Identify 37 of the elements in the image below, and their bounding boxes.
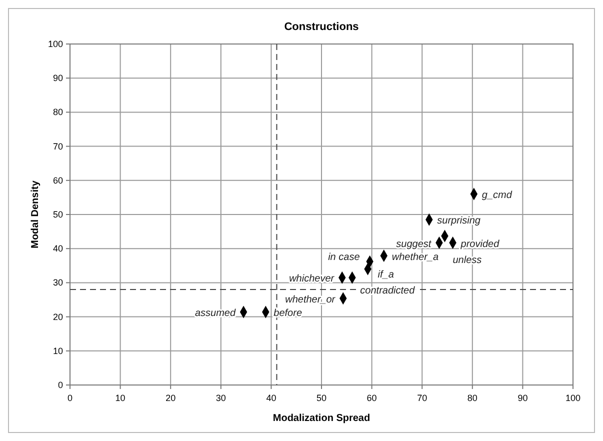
x-tick-label: 10 — [115, 393, 126, 403]
y-tick-label: 50 — [52, 210, 63, 220]
annotation: suggest — [396, 238, 432, 250]
x-tick-label: 90 — [518, 393, 528, 403]
x-tick-label: 60 — [366, 393, 377, 403]
annotation: assumed — [194, 308, 236, 320]
y-tick-label: 100 — [48, 39, 63, 49]
chart-title: Constructions — [284, 21, 359, 33]
annotation: whether_a — [392, 252, 440, 263]
annotation: in case — [328, 252, 360, 264]
x-tick-label: 30 — [216, 393, 226, 403]
annotation: whichever — [289, 274, 335, 285]
y-tick-label: 0 — [58, 380, 63, 390]
y-tick-label: 80 — [52, 107, 63, 118]
y-tick-label: 60 — [52, 175, 63, 186]
x-tick-label: 40 — [266, 393, 276, 403]
x-tick-label: 100 — [565, 393, 581, 403]
x-tick-label: 20 — [166, 393, 176, 403]
annotation: provided — [460, 238, 500, 250]
annotation: surprising — [437, 216, 481, 227]
annotation: g_cmd — [482, 190, 512, 202]
y-tick-label: 30 — [52, 278, 63, 288]
annotation: unless — [452, 254, 482, 266]
y-tick-label: 90 — [52, 73, 63, 84]
y-tick-label: 70 — [52, 141, 63, 152]
x-axis-title: Modalization Spread — [272, 413, 370, 424]
y-tick-label: 20 — [52, 312, 63, 322]
x-tick-label: 0 — [67, 393, 73, 403]
x-tick-label: 70 — [417, 393, 428, 403]
x-tick-label: 50 — [316, 393, 327, 403]
annotation: whether_or — [285, 294, 336, 306]
y-axis-title: Modal Density — [30, 180, 41, 248]
y-tick-label: 10 — [52, 346, 63, 356]
x-tick-label: 80 — [467, 393, 478, 403]
annotation: if_a — [378, 270, 394, 281]
annotation: before — [274, 308, 302, 320]
y-tick-label: 40 — [52, 244, 63, 254]
